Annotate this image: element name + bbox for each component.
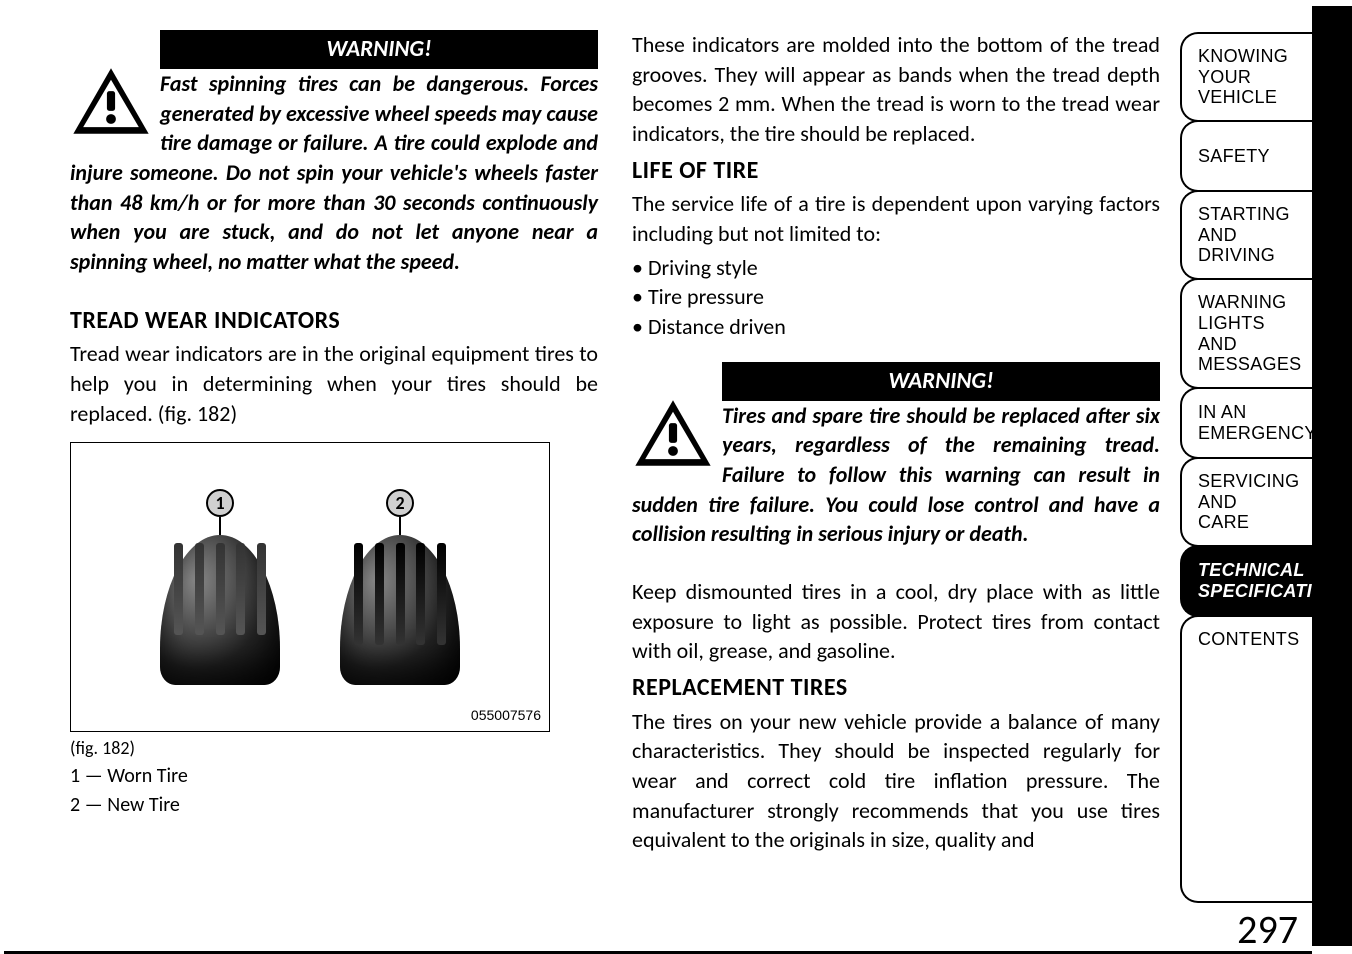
warning-body: Fast spinning tires can be dangerous. Fo… xyxy=(70,69,598,277)
page-content: WARNING! Fast spinning tires can be dang… xyxy=(0,0,1180,954)
figure-legend-1: 1 — Worn Tire xyxy=(70,763,598,790)
warning-triangle-icon xyxy=(632,397,714,469)
tab-label: SAFETY xyxy=(1198,146,1270,167)
warning-header: WARNING! xyxy=(160,30,598,69)
life-of-tire-text: The service life of a tire is dependent … xyxy=(632,189,1160,248)
tire-tread xyxy=(174,543,266,645)
figure-legend-2: 2 — New Tire xyxy=(70,792,598,819)
callout-1: 1 xyxy=(206,489,234,517)
tread-wear-text: Tread wear indicators are in the origina… xyxy=(70,339,598,428)
tire-shape-worn xyxy=(160,535,280,685)
list-item: Driving style xyxy=(632,253,1160,283)
tire-illustration: 1 2 xyxy=(160,489,460,685)
tire-tread xyxy=(354,543,446,645)
left-column: WARNING! Fast spinning tires can be dang… xyxy=(70,30,598,944)
right-column: These indicators are molded into the bot… xyxy=(632,30,1160,944)
callout-2: 2 xyxy=(386,489,414,517)
storage-text: Keep dismounted tires in a cool, dry pla… xyxy=(632,577,1160,666)
list-item: Distance driven xyxy=(632,312,1160,342)
callout-line xyxy=(219,517,221,535)
right-edge-bar xyxy=(1312,6,1352,946)
warning-triangle-icon xyxy=(70,65,152,137)
tab-label: CONTENTS xyxy=(1198,629,1299,650)
tire-shape-new xyxy=(340,535,460,685)
tab-label: WARNINGLIGHTSANDMESSAGES xyxy=(1198,292,1301,375)
tab-label: KNOWINGYOURVEHICLE xyxy=(1198,46,1288,108)
tab-label: STARTINGANDDRIVING xyxy=(1198,204,1290,266)
figure-tread-wear: 1 2 xyxy=(70,442,550,732)
figure-caption: (fig. 182) xyxy=(70,736,598,760)
callout-line xyxy=(399,517,401,535)
tread-indicator-text: These indicators are molded into the bot… xyxy=(632,30,1160,149)
tire-new: 2 xyxy=(340,489,460,685)
heading-life-of-tire: LIFE OF TIRE xyxy=(632,155,1160,187)
warning-header: WARNING! xyxy=(722,362,1160,401)
warning-body: Tires and spare tire should be replaced … xyxy=(632,401,1160,549)
list-item: Tire pressure xyxy=(632,282,1160,312)
replacement-tires-text: The tires on your new vehicle provide a … xyxy=(632,707,1160,855)
heading-replacement-tires: REPLACEMENT TIRES xyxy=(632,672,1160,704)
warning-box-tire-age: WARNING! Tires and spare tire should be … xyxy=(632,362,1160,549)
tab-label: SERVICINGANDCARE xyxy=(1198,471,1299,533)
tab-label: IN ANEMERGENCY xyxy=(1198,402,1317,443)
tire-worn: 1 xyxy=(160,489,280,685)
life-factors-list: Driving style Tire pressure Distance dri… xyxy=(632,253,1160,342)
warning-box-spinning-tires: WARNING! Fast spinning tires can be dang… xyxy=(70,30,598,277)
heading-tread-wear: TREAD WEAR INDICATORS xyxy=(70,305,598,337)
figure-code: 055007576 xyxy=(471,706,541,725)
